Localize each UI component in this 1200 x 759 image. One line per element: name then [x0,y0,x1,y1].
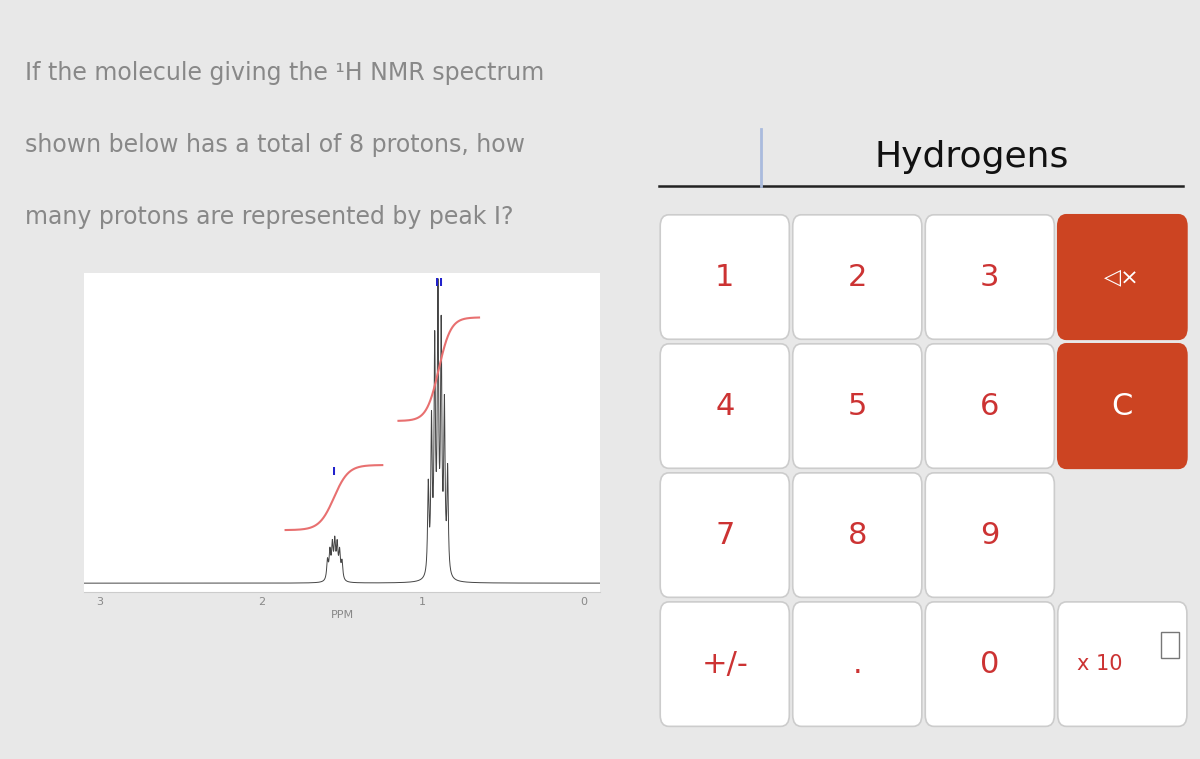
Text: I: I [332,467,336,477]
FancyBboxPatch shape [1057,344,1187,468]
FancyBboxPatch shape [793,215,922,339]
Text: ◁×: ◁× [1104,267,1140,287]
FancyBboxPatch shape [793,344,922,468]
FancyBboxPatch shape [793,473,922,597]
FancyBboxPatch shape [925,344,1055,468]
FancyBboxPatch shape [660,344,790,468]
Text: C: C [1111,392,1133,420]
Text: 0: 0 [980,650,1000,679]
Text: +/-: +/- [701,650,749,679]
FancyBboxPatch shape [660,473,790,597]
Text: many protons are represented by peak I?: many protons are represented by peak I? [25,205,514,229]
Text: shown below has a total of 8 protons, how: shown below has a total of 8 protons, ho… [25,133,526,157]
Text: 7: 7 [715,521,734,550]
Text: x 10: x 10 [1076,654,1122,674]
Text: 3: 3 [980,263,1000,291]
FancyBboxPatch shape [1162,632,1180,658]
FancyBboxPatch shape [1057,602,1187,726]
Text: If the molecule giving the ¹H NMR spectrum: If the molecule giving the ¹H NMR spectr… [25,61,545,85]
FancyBboxPatch shape [925,215,1055,339]
Text: 9: 9 [980,521,1000,550]
Text: 8: 8 [847,521,868,550]
Text: Hydrogens: Hydrogens [875,140,1069,174]
FancyBboxPatch shape [925,473,1055,597]
Text: .: . [852,650,862,679]
Text: 1: 1 [715,263,734,291]
FancyBboxPatch shape [660,602,790,726]
Text: 5: 5 [847,392,866,420]
Text: II: II [434,278,443,288]
Text: 2: 2 [847,263,866,291]
FancyBboxPatch shape [660,215,790,339]
X-axis label: PPM: PPM [330,609,354,619]
FancyBboxPatch shape [925,602,1055,726]
FancyBboxPatch shape [793,602,922,726]
Text: 4: 4 [715,392,734,420]
FancyBboxPatch shape [1057,215,1187,339]
Text: 6: 6 [980,392,1000,420]
